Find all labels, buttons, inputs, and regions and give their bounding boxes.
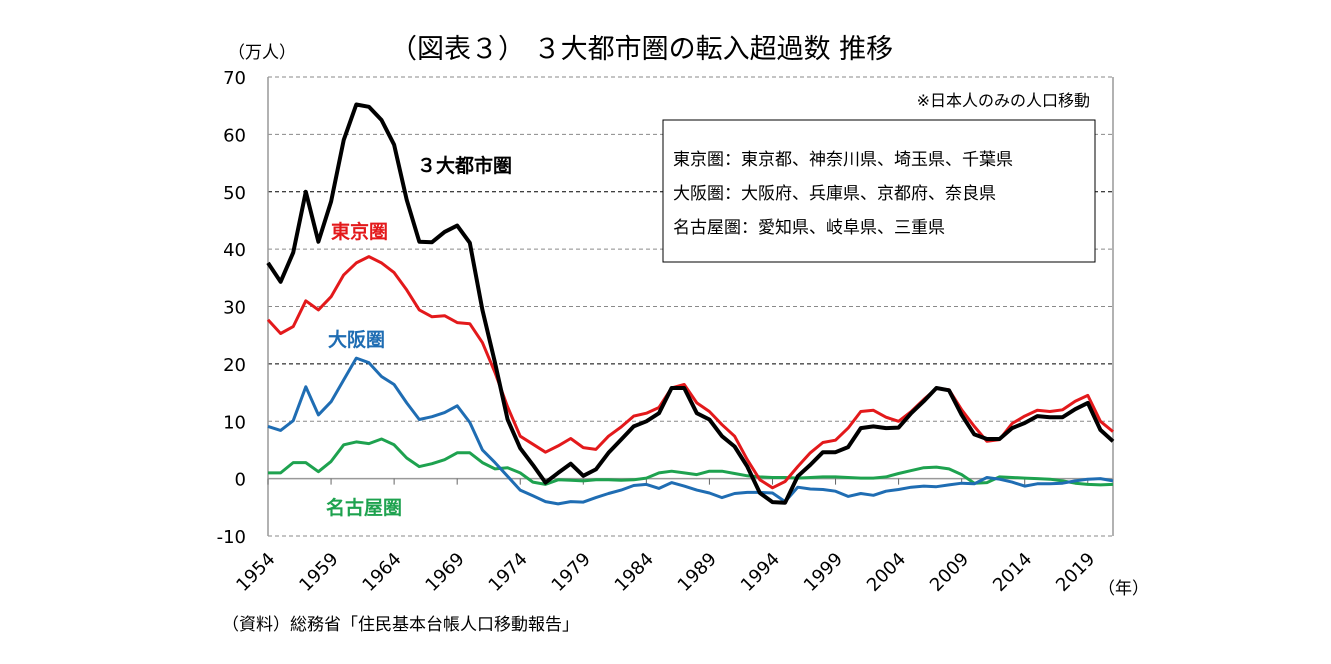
x-tick-label: 1969 [421, 549, 468, 596]
x-tick-label: 1984 [611, 549, 658, 596]
series-line-osaka [267, 356, 1114, 506]
x-tick-label: 1964 [358, 549, 405, 596]
x-tick-label: 1979 [548, 549, 595, 596]
series-label-3-metro: ３大都市圏 [417, 154, 512, 177]
x-tick-label: 2009 [926, 549, 973, 596]
legend-box: 東京圏：東京都、神奈川県、埼玉県、千葉県 大阪圏：大阪府、兵庫県、京都府、奈良県… [662, 119, 1096, 263]
x-tick-label: 1974 [485, 549, 532, 596]
source-note: （資料）総務省「住民基本台帳人口移動報告」 [222, 615, 579, 635]
note-japanese-only: ※日本人のみの人口移動 [917, 91, 1090, 110]
x-tick-label: 1954 [232, 549, 279, 596]
legend-line-nagoya: 名古屋圏：愛知県、岐阜県、三重県 [673, 218, 945, 238]
series-label-tokyo: 東京圏 [331, 220, 388, 243]
x-tick-label: 1959 [295, 549, 342, 596]
x-tick-label: 2014 [989, 549, 1036, 596]
x-axis-unit-label: （年） [1098, 579, 1149, 599]
legend-line-osaka: 大阪圏：大阪府、兵庫県、京都府、奈良県 [673, 184, 996, 204]
series-label-osaka: 大阪圏 [328, 328, 385, 351]
y-tick-label: -10 [217, 527, 246, 548]
y-tick-label: 50 [223, 183, 246, 204]
series-line-nagoya [268, 437, 1114, 487]
series-line-tokyo [266, 255, 1114, 490]
x-tick-label: 2019 [1052, 549, 1099, 596]
y-tick-label: 60 [223, 125, 246, 146]
legend-line-tokyo: 東京圏：東京都、神奈川県、埼玉県、千葉県 [673, 150, 1013, 170]
x-tick-label: 2004 [863, 549, 910, 596]
y-tick-label: 70 [223, 68, 246, 89]
y-tick-label: 40 [223, 240, 246, 261]
series-lines [266, 102, 1115, 506]
y-tick-label: 20 [223, 355, 246, 376]
legend-box-frame [662, 119, 1096, 263]
y-axis-unit-label: （万人） [228, 43, 296, 63]
y-tick-label: 30 [223, 298, 246, 319]
series-line-3-metro [266, 102, 1115, 505]
x-tick-label: 1999 [800, 549, 847, 596]
x-tick-label: 1989 [674, 549, 721, 596]
y-tick-label: 0 [235, 470, 246, 491]
series-label-nagoya: 名古屋圏 [326, 496, 402, 519]
x-tick-label: 1994 [737, 549, 784, 596]
chart-title: （図表３） ３大都市圏の転入超過数 推移 [390, 34, 893, 65]
axes [267, 77, 1114, 536]
y-tick-label: 10 [223, 412, 246, 433]
y-axis-ticks: -10 0 10 20 30 40 50 60 70 [217, 68, 246, 548]
